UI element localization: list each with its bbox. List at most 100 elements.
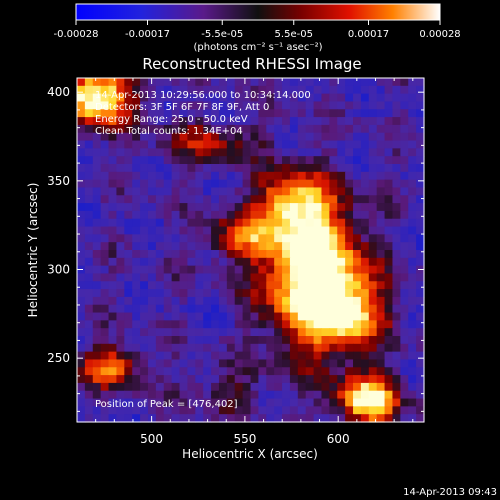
- heatmap-cell: [226, 296, 236, 306]
- heatmap-cell: [392, 351, 401, 361]
- heatmap-cell: [140, 117, 149, 126]
- heatmap-cell: [258, 359, 267, 368]
- heatmap-cell: [337, 78, 346, 87]
- heatmap-cell: [258, 398, 267, 407]
- heatmap-cell: [179, 414, 189, 423]
- heatmap-cell: [211, 312, 220, 321]
- heatmap-cell: [258, 101, 267, 110]
- heatmap-cell: [116, 273, 125, 282]
- heatmap-cell: [353, 93, 362, 103]
- heatmap-cell: [211, 382, 220, 392]
- heatmap-cell: [384, 382, 394, 392]
- heatmap-cell: [250, 382, 259, 392]
- heatmap-cell: [108, 273, 118, 282]
- heatmap-cell: [234, 109, 244, 118]
- heatmap-cell: [376, 304, 386, 314]
- heatmap-cell: [416, 273, 425, 282]
- heatmap-cell: [282, 296, 291, 306]
- heatmap-cell: [313, 85, 323, 95]
- heatmap-cell: [140, 406, 149, 415]
- heatmap-cell: [140, 179, 149, 189]
- heatmap-cell: [242, 210, 252, 220]
- heatmap-cell: [226, 156, 236, 165]
- heatmap-cell: [218, 406, 228, 415]
- heatmap-cell: [376, 179, 386, 189]
- heatmap-cell: [258, 367, 267, 376]
- heatmap-cell: [329, 382, 338, 392]
- heatmap-cell: [274, 375, 283, 384]
- heatmap-cell: [132, 336, 141, 345]
- heatmap-cell: [179, 156, 189, 165]
- heatmap-cell: [226, 195, 236, 204]
- heatmap-cell: [282, 328, 291, 337]
- heatmap-cell: [353, 109, 362, 118]
- heatmap-cell: [337, 265, 346, 275]
- heatmap-cell: [297, 171, 307, 181]
- heatmap-cell: [266, 132, 275, 142]
- heatmap-cell: [140, 210, 149, 220]
- heatmap-cell: [266, 296, 275, 306]
- heatmap-cell: [77, 336, 86, 345]
- heatmap-cell: [258, 336, 267, 345]
- heatmap-cell: [305, 117, 315, 126]
- heatmap-cell: [218, 304, 228, 314]
- heatmap-cell: [132, 257, 141, 267]
- heatmap-cell: [408, 164, 417, 173]
- heatmap-cell: [234, 195, 244, 204]
- heatmap-cell: [179, 117, 189, 126]
- heatmap-cell: [289, 93, 299, 103]
- heatmap-cell: [376, 367, 386, 376]
- heatmap-cell: [305, 132, 315, 142]
- heatmap-cell: [289, 171, 299, 181]
- heatmap-cell: [77, 109, 86, 118]
- heatmap-cell: [108, 218, 118, 228]
- heatmap-cell: [353, 179, 362, 189]
- heatmap-cell: [155, 101, 165, 110]
- heatmap-cell: [368, 320, 378, 329]
- heatmap-cell: [84, 414, 94, 423]
- heatmap-cell: [305, 296, 315, 306]
- heatmap-cell: [337, 336, 346, 345]
- heatmap-cell: [132, 156, 141, 165]
- heatmap-cell: [124, 210, 133, 220]
- heatmap-cell: [147, 382, 157, 392]
- heatmap-cell: [116, 124, 125, 134]
- heatmap-cell: [124, 414, 133, 423]
- heatmap-cell: [353, 234, 362, 243]
- heatmap-cell: [289, 234, 299, 243]
- heatmap-cell: [392, 218, 401, 228]
- heatmap-cell: [329, 359, 338, 368]
- heatmap-cell: [345, 234, 354, 243]
- heatmap-cell: [242, 273, 252, 282]
- heatmap-cell: [140, 148, 149, 157]
- heatmap-cell: [218, 359, 228, 368]
- heatmap-cell: [234, 203, 244, 212]
- heatmap-cell: [282, 375, 291, 384]
- heatmap-cell: [297, 351, 307, 361]
- heatmap-cell: [163, 414, 173, 423]
- heatmap-cell: [408, 234, 417, 243]
- heatmap-cell: [77, 156, 86, 165]
- heatmap-cell: [147, 187, 157, 196]
- heatmap-cell: [163, 148, 173, 157]
- heatmap-cell: [77, 234, 86, 243]
- heatmap-cell: [337, 124, 346, 134]
- y-axis-label: Heliocentric Y (arcsec): [26, 183, 40, 318]
- heatmap-cell: [100, 140, 110, 149]
- heatmap-cell: [289, 117, 299, 126]
- heatmap-cell: [376, 289, 386, 298]
- heatmap-cell: [282, 265, 291, 275]
- heatmap-cell: [274, 132, 283, 142]
- heatmap-cell: [368, 187, 378, 196]
- heatmap-cell: [384, 187, 394, 196]
- heatmap-cell: [384, 406, 394, 415]
- heatmap-cell: [416, 281, 425, 290]
- heatmap-cell: [258, 203, 267, 212]
- heatmap-cell: [258, 281, 267, 290]
- heatmap-cell: [179, 351, 189, 361]
- heatmap-cell: [140, 187, 149, 196]
- heatmap-cell: [140, 257, 149, 267]
- heatmap-cell: [211, 390, 220, 400]
- heatmap-cell: [266, 367, 275, 376]
- heatmap-cell: [77, 140, 86, 149]
